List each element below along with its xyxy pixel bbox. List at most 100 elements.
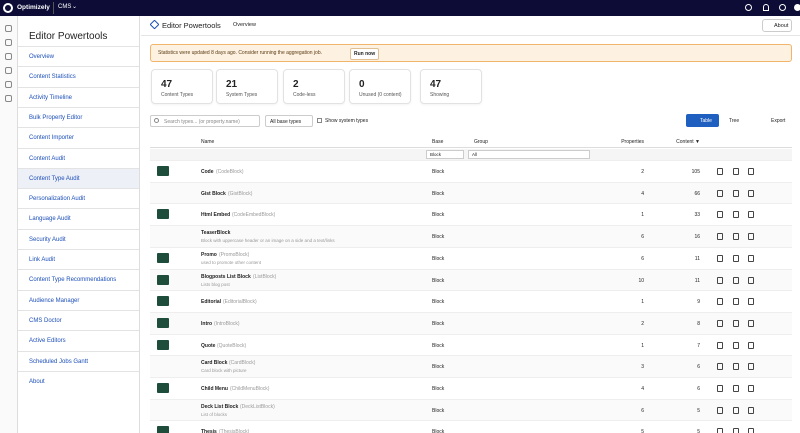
copy-button[interactable] bbox=[733, 168, 739, 175]
type-properties: 5 bbox=[641, 429, 644, 433]
copy-button[interactable] bbox=[733, 341, 739, 349]
copy-button[interactable] bbox=[733, 406, 739, 414]
rail-icon[interactable] bbox=[5, 67, 12, 74]
copy-button[interactable] bbox=[733, 189, 739, 197]
delete-button[interactable] bbox=[748, 211, 754, 219]
edit-button[interactable] bbox=[717, 276, 723, 284]
edit-button[interactable] bbox=[717, 385, 723, 392]
bell-icon[interactable] bbox=[763, 4, 769, 11]
nav-item[interactable]: Audience Manager bbox=[18, 289, 139, 310]
search-icon[interactable] bbox=[745, 4, 752, 11]
edit-button[interactable] bbox=[717, 298, 723, 306]
type-code: (GistBlock) bbox=[228, 190, 253, 197]
delete-button[interactable] bbox=[748, 233, 754, 241]
copy-button[interactable] bbox=[733, 428, 739, 433]
type-name: Blogposts List Block bbox=[201, 273, 251, 280]
copy-button[interactable] bbox=[733, 319, 739, 327]
nav-item[interactable]: CMS Doctor bbox=[18, 309, 139, 330]
type-code: (QuoteBlock) bbox=[217, 342, 247, 349]
tree-view-button[interactable]: Tree bbox=[729, 118, 740, 124]
nav-item[interactable]: Link Audit bbox=[18, 249, 139, 269]
delete-button[interactable] bbox=[748, 319, 754, 327]
type-icon bbox=[157, 339, 169, 350]
nav-item[interactable]: Activity Timeline bbox=[18, 86, 139, 107]
help-icon[interactable] bbox=[779, 4, 786, 11]
delete-button[interactable] bbox=[748, 341, 754, 349]
type-base: Block bbox=[432, 429, 445, 433]
edit-button[interactable] bbox=[717, 406, 723, 414]
edit-button[interactable] bbox=[717, 319, 723, 327]
type-properties: 3 bbox=[641, 364, 644, 371]
user-icon[interactable] bbox=[794, 4, 800, 11]
nav-item[interactable]: Security Audit bbox=[18, 228, 139, 249]
table-view-button[interactable]: Table bbox=[686, 114, 719, 127]
edit-button[interactable] bbox=[717, 363, 723, 371]
table-row: TeaserBlock Block with uppercase header o… bbox=[150, 225, 792, 247]
edit-button[interactable] bbox=[717, 189, 723, 197]
edit-button[interactable] bbox=[717, 428, 723, 433]
delete-button[interactable] bbox=[748, 385, 754, 392]
edit-button[interactable] bbox=[717, 233, 723, 241]
delete-button[interactable] bbox=[748, 276, 754, 284]
table-header: Name Base Group Properties Content ▼ bbox=[150, 136, 792, 148]
type-base: Block bbox=[432, 407, 445, 414]
search-input[interactable]: Search types... (or property.name) bbox=[150, 115, 260, 127]
edit-button[interactable] bbox=[717, 254, 723, 262]
edit-button[interactable] bbox=[717, 341, 723, 349]
type-name: Quote bbox=[201, 342, 216, 349]
delete-button[interactable] bbox=[748, 189, 754, 197]
delete-button[interactable] bbox=[748, 254, 754, 262]
nav-item[interactable]: Content Audit bbox=[18, 147, 139, 168]
tab[interactable]: Overview bbox=[233, 22, 256, 28]
rail-icon[interactable] bbox=[5, 53, 12, 60]
copy-button[interactable] bbox=[733, 233, 739, 241]
copy-button[interactable] bbox=[733, 211, 739, 219]
table-row: Thesis (ThesisBlock) Block 5 5 bbox=[150, 420, 792, 433]
run-now-button[interactable]: Run now bbox=[350, 48, 380, 60]
copy-button[interactable] bbox=[733, 363, 739, 371]
type-content: 33 bbox=[694, 212, 700, 219]
edit-button[interactable] bbox=[717, 211, 723, 219]
base-filter[interactable]: All base types bbox=[265, 115, 313, 127]
product-menu[interactable]: CMS bbox=[58, 4, 72, 10]
base-column-filter[interactable]: Block bbox=[426, 150, 464, 159]
nav-item[interactable]: Content Type Audit bbox=[18, 167, 139, 189]
rail-icon[interactable] bbox=[5, 81, 12, 88]
copy-button[interactable] bbox=[733, 298, 739, 306]
type-description: Card block with picture bbox=[201, 368, 247, 374]
rail-icon[interactable] bbox=[5, 25, 12, 32]
export-button[interactable]: Export bbox=[771, 118, 786, 124]
rail-icon[interactable] bbox=[5, 95, 12, 102]
nav-item[interactable]: Content Importer bbox=[18, 127, 139, 147]
sidebar-title: Editor Powertools bbox=[29, 31, 108, 42]
nav-item[interactable]: Content Type Recommendations bbox=[18, 269, 139, 289]
delete-button[interactable] bbox=[748, 168, 754, 175]
table-row: Child Menu (ChildMenuBlock) Block 4 6 bbox=[150, 377, 792, 399]
copy-button[interactable] bbox=[733, 385, 739, 392]
nav-item[interactable]: Active Editors bbox=[18, 330, 139, 350]
stat-label: Unused (0 content) bbox=[359, 92, 402, 98]
delete-button[interactable] bbox=[748, 428, 754, 433]
nav-item[interactable]: Bulk Property Editor bbox=[18, 106, 139, 127]
copy-button[interactable] bbox=[733, 276, 739, 284]
delete-button[interactable] bbox=[748, 406, 754, 414]
group-column-filter[interactable]: All bbox=[468, 150, 590, 159]
nav-item[interactable]: Content Statistics bbox=[18, 66, 139, 86]
col-content[interactable]: Content ▼ bbox=[676, 139, 700, 145]
rail-icon[interactable] bbox=[5, 39, 12, 46]
checkbox[interactable] bbox=[317, 118, 322, 123]
nav-item[interactable]: Personalization Audit bbox=[18, 188, 139, 208]
nav-item[interactable]: About bbox=[18, 370, 139, 391]
nav-item[interactable]: Language Audit bbox=[18, 208, 139, 228]
nav-item[interactable]: Scheduled Jobs Gantt bbox=[18, 350, 139, 371]
type-content: 9 bbox=[697, 299, 700, 306]
delete-button[interactable] bbox=[748, 298, 754, 306]
copy-button[interactable] bbox=[733, 254, 739, 262]
about-button[interactable]: About bbox=[762, 19, 792, 32]
delete-button[interactable] bbox=[748, 363, 754, 371]
type-description: used to promote other content bbox=[201, 259, 262, 265]
edit-button[interactable] bbox=[717, 168, 723, 175]
nav-item[interactable]: Overview bbox=[18, 46, 139, 66]
type-properties: 1 bbox=[641, 212, 644, 219]
